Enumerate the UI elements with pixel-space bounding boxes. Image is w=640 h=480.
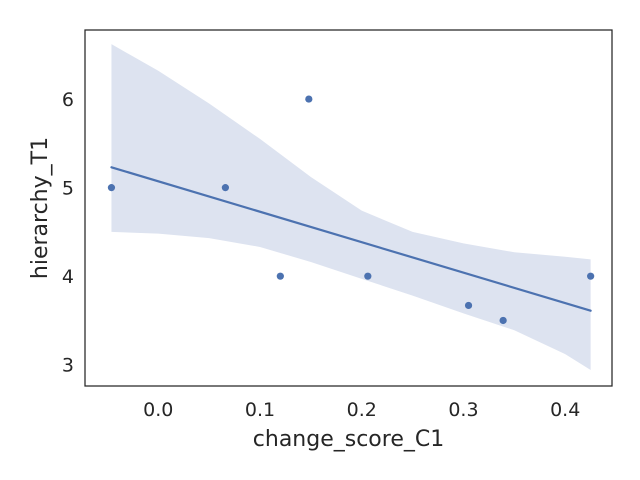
x-tick-label: 0.1 — [245, 399, 275, 421]
y-tick-label: 4 — [62, 266, 74, 288]
confidence-band-layer — [111, 44, 591, 371]
regression-line — [110, 166, 592, 312]
x-tick-label: 0.3 — [448, 399, 478, 421]
x-tick-label: 0.2 — [347, 399, 377, 421]
y-axis-title: hierarchy_T1 — [28, 137, 53, 279]
confidence-band — [111, 44, 591, 371]
data-point — [464, 301, 473, 310]
data-points-layer — [107, 95, 595, 325]
data-point — [221, 184, 229, 192]
x-axis-title: change_score_C1 — [253, 427, 444, 452]
y-tick-label: 6 — [62, 89, 74, 111]
x-tick-label: 0.0 — [143, 399, 173, 421]
regression-line-layer — [110, 166, 592, 312]
y-tick-label: 3 — [62, 355, 74, 377]
data-point — [587, 272, 595, 280]
data-point — [276, 272, 284, 280]
data-point — [107, 184, 116, 192]
axes-frame — [84, 29, 613, 387]
y-tick-labels: 3 4 5 6 — [62, 89, 74, 377]
data-point — [499, 316, 507, 325]
x-tick-labels: 0.0 0.1 0.2 0.3 0.4 — [143, 399, 580, 421]
x-tick-label: 0.4 — [550, 399, 580, 421]
data-point — [364, 272, 372, 280]
data-point — [305, 95, 313, 103]
y-tick-label: 5 — [62, 178, 74, 200]
